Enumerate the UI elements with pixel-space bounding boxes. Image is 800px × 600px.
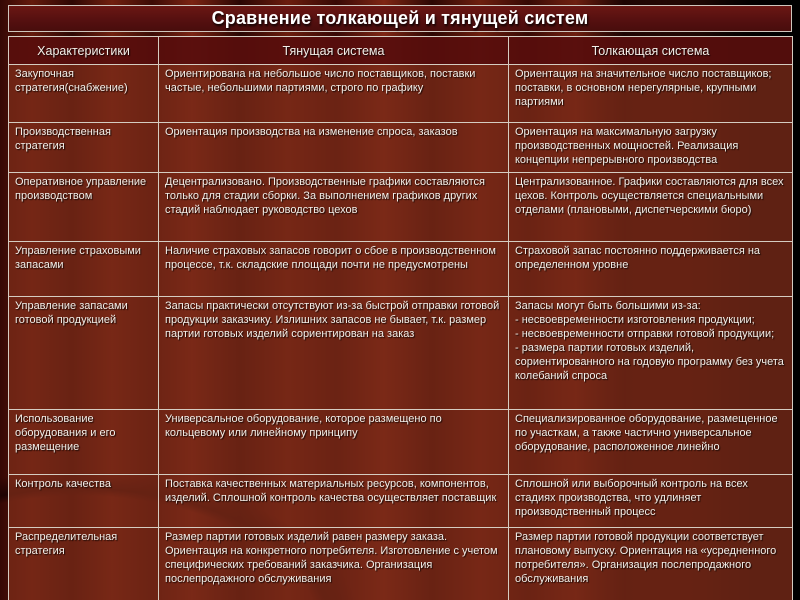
table-row: Распределительная стратегия Размер парти… [8,526,793,600]
cell-pull-system: Поставка качественных материальных ресур… [158,473,509,528]
cell-push-system: Ориентация на значительное число поставщ… [508,64,793,123]
cell-push-system: Ориентация на максимальную загрузку прои… [508,122,793,173]
cell-pull-system: Децентрализовано. Производственные графи… [158,171,509,242]
cell-pull-system: Наличие страховых запасов говорит о сбое… [158,240,509,297]
cell-characteristic: Управление запасами готовой продукцией [8,295,159,410]
header-push-system: Толкающая система [508,36,793,65]
cell-push-system: Сплошной или выборочный контроль на всех… [508,473,793,528]
cell-characteristic: Производственная стратегия [8,122,159,173]
cell-pull-system: Ориентация производства на изменение спр… [158,122,509,173]
cell-pull-system: Ориентирована на небольшое число поставщ… [158,64,509,123]
cell-characteristic: Распределительная стратегия [8,526,159,600]
slide-title-bar: Сравнение толкающей и тянущей систем [8,5,792,32]
table-row: Управление запасами готовой продукцией З… [8,295,793,410]
table-header-row: Характеристики Тянущая система Толкающая… [8,36,793,65]
cell-push-system: Централизованное. Графики составляются д… [508,171,793,242]
cell-pull-system: Запасы практически отсутствуют из-за быс… [158,295,509,410]
comparison-table: Характеристики Тянущая система Толкающая… [8,36,793,600]
cell-characteristic: Оперативное управление производством [8,171,159,242]
cell-characteristic: Использование оборудования и его размеще… [8,408,159,475]
cell-characteristic: Контроль качества [8,473,159,528]
cell-push-system: Специализированное оборудование, размеще… [508,408,793,475]
table-row: Оперативное управление производством Дец… [8,171,793,242]
header-characteristics: Характеристики [8,36,159,65]
cell-push-system: Страховой запас постоянно поддерживается… [508,240,793,297]
cell-push-system: Запасы могут быть большими из-за: - несв… [508,295,793,410]
cell-push-system: Размер партии готовой продукции соответс… [508,526,793,600]
table-row: Использование оборудования и его размеще… [8,408,793,475]
cell-pull-system: Размер партии готовых изделий равен разм… [158,526,509,600]
table-row: Закупочная стратегия(снабжение) Ориентир… [8,64,793,123]
table-row: Производственная стратегия Ориентация пр… [8,122,793,173]
header-pull-system: Тянущая система [158,36,509,65]
cell-characteristic: Закупочная стратегия(снабжение) [8,64,159,123]
table-row: Контроль качества Поставка качественных … [8,473,793,528]
cell-pull-system: Универсальное оборудование, которое разм… [158,408,509,475]
cell-characteristic: Управление страховыми запасами [8,240,159,297]
table-row: Управление страховыми запасами Наличие с… [8,240,793,297]
slide-title: Сравнение толкающей и тянущей систем [211,8,589,28]
